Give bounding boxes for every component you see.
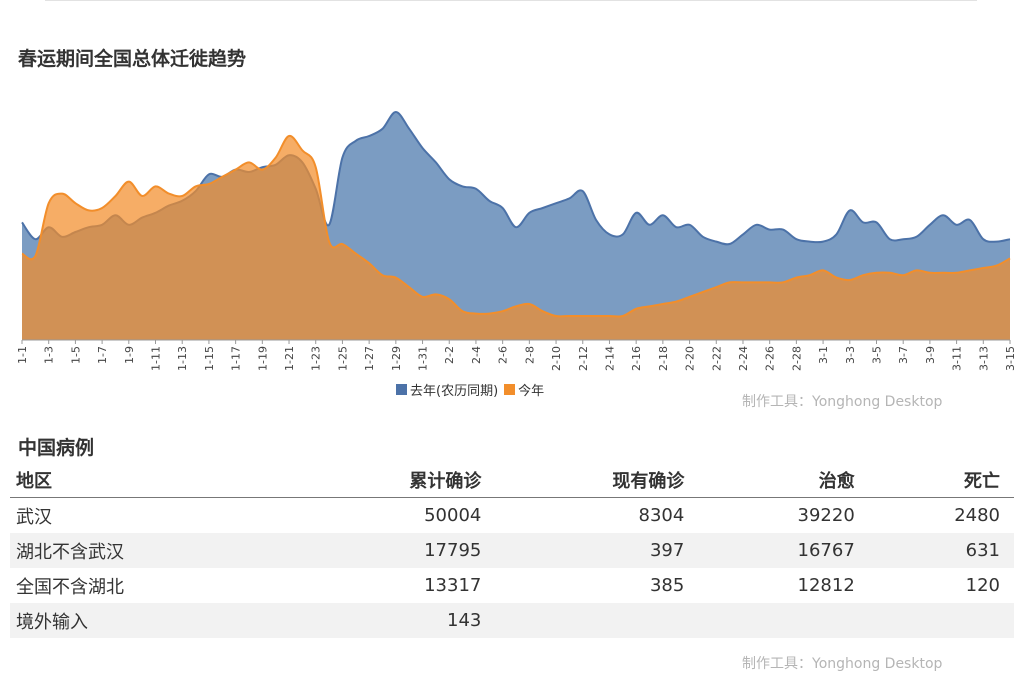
header-recovered[interactable]: 治愈 (698, 462, 869, 498)
x-tick-label: 2-4 (470, 346, 483, 364)
x-tick-label: 1-13 (176, 346, 189, 371)
cell-total-confirmed: 143 (292, 603, 496, 638)
x-tick-label: 2-22 (710, 346, 723, 371)
watermark-table: 制作工具：Yonghong Desktop (742, 656, 943, 672)
series-this-year-area[interactable] (22, 135, 1010, 340)
x-tick-label: 3-5 (870, 346, 883, 364)
x-tick-label: 1-25 (336, 346, 349, 371)
x-tick-label: 1-15 (203, 346, 216, 371)
x-tick-label: 2-24 (737, 346, 750, 371)
x-tick-label: 1-17 (230, 346, 243, 371)
cell-recovered: 39220 (797, 505, 855, 526)
watermark-chart: 制作工具：Yonghong Desktop (742, 394, 943, 410)
x-tick-label: 2-10 (550, 346, 563, 371)
x-tick-label: 1-5 (69, 346, 82, 364)
x-tick-label: 3-15 (1004, 346, 1017, 371)
cell-recovered: 16767 (698, 533, 869, 568)
cell-deaths: 631 (868, 533, 1014, 568)
x-tick-label: 1-19 (256, 346, 269, 371)
table-row: 境外输入 143 (10, 603, 1014, 638)
cell-deaths: 2480 (954, 505, 1000, 526)
cell-region: 湖北不含武汉 (10, 533, 293, 568)
x-tick-label: 1-31 (417, 346, 430, 371)
cell-region: 武汉 (16, 506, 52, 528)
chart-title: 春运期间全国总体迁徙趋势 (18, 48, 247, 70)
x-tick-label: 3-13 (977, 346, 990, 371)
x-tick-label: 2-12 (577, 346, 590, 371)
cell-current-confirmed: 397 (495, 533, 699, 568)
cell-deaths (868, 603, 1014, 638)
x-tick-label: 3-11 (951, 346, 964, 371)
cell-total-confirmed: 17795 (292, 533, 496, 568)
x-tick-label: 3-1 (817, 346, 830, 364)
cell-recovered: 12812 (797, 575, 855, 596)
x-tick-label: 3-3 (844, 346, 857, 364)
cell-region: 境外输入 (10, 603, 293, 638)
cell-recovered (698, 603, 869, 638)
series-this-year-line (21, 134, 1011, 318)
x-tick-label: 1-7 (96, 346, 109, 364)
table-row: 武汉 50004 8304 39220 2480 (10, 498, 1014, 534)
x-tick-label: 1-11 (150, 346, 163, 371)
header-current-confirmed[interactable]: 现有确诊 (495, 462, 699, 498)
cell-current-confirmed (495, 603, 699, 638)
header-total-confirmed[interactable]: 累计确诊 (292, 462, 496, 498)
x-tick-label: 1-3 (43, 346, 56, 364)
x-tick-label: 1-29 (390, 346, 403, 371)
x-tick-label: 2-16 (630, 346, 643, 371)
x-tick-label: 3-7 (897, 346, 910, 364)
table-header-row: 地区 累计确诊 现有确诊 治愈 死亡 (10, 462, 1014, 498)
cell-total-confirmed: 13317 (424, 575, 482, 596)
x-tick-label: 1-23 (310, 346, 323, 371)
cell-current-confirmed: 8304 (638, 505, 685, 526)
cell-deaths: 120 (965, 575, 1000, 596)
table-row: 湖北不含武汉 17795 397 16767 631 (10, 533, 1014, 568)
x-tick-label: 2-26 (764, 346, 777, 371)
cell-region: 全国不含湖北 (16, 576, 124, 598)
legend-label-last-year: 去年(农历同期) (410, 384, 499, 399)
x-tick-label: 1-27 (363, 346, 376, 371)
x-tick-label: 2-20 (684, 346, 697, 371)
legend-swatch-this-year (504, 384, 516, 395)
legend-item-this-year[interactable]: 今年 (504, 380, 544, 399)
cases-table: 地区 累计确诊 现有确诊 治愈 死亡 武汉 50004 8304 39220 2… (10, 462, 1014, 638)
header-region[interactable]: 地区 (10, 462, 293, 498)
series-layer (21, 110, 1011, 340)
x-tick-label: 2-14 (603, 346, 616, 371)
x-tick-label: 1-1 (16, 346, 29, 364)
migration-area-chart: 1-1 1-3 1-5 1-7 1-9 1-11 1-13 1-15 1-17 1-19 1-21 1… (16, 110, 1017, 371)
legend-label-this-year: 今年 (518, 384, 545, 399)
x-tick-label: 2-18 (657, 346, 670, 371)
header-deaths[interactable]: 死亡 (868, 462, 1014, 498)
x-tick-labels: 1-1 1-3 1-5 1-7 1-9 1-11 1-13 1-15 1-17 1-19 1-21 1… (16, 340, 1017, 371)
x-tick-label: 2-8 (523, 346, 536, 364)
x-tick-label: 2-6 (497, 346, 510, 364)
x-tick-label: 1-9 (123, 346, 136, 364)
x-tick-label: 2-28 (790, 346, 803, 371)
x-tick-label: 3-9 (924, 346, 937, 364)
legend-swatch-last-year (396, 384, 407, 395)
top-divider (45, 0, 977, 1)
cell-total-confirmed: 50004 (424, 505, 482, 526)
legend-item-last-year[interactable]: 去年(农历同期) (396, 380, 498, 399)
table-title: 中国病例 (18, 437, 95, 459)
chart-legend: 去年(农历同期) 今年 (396, 380, 550, 399)
x-tick-label: 2-2 (443, 346, 456, 364)
cell-current-confirmed: 385 (649, 575, 685, 596)
x-tick-label: 1-21 (283, 346, 296, 371)
table-row: 全国不含湖北 13317 385 12812 120 (10, 568, 1014, 603)
